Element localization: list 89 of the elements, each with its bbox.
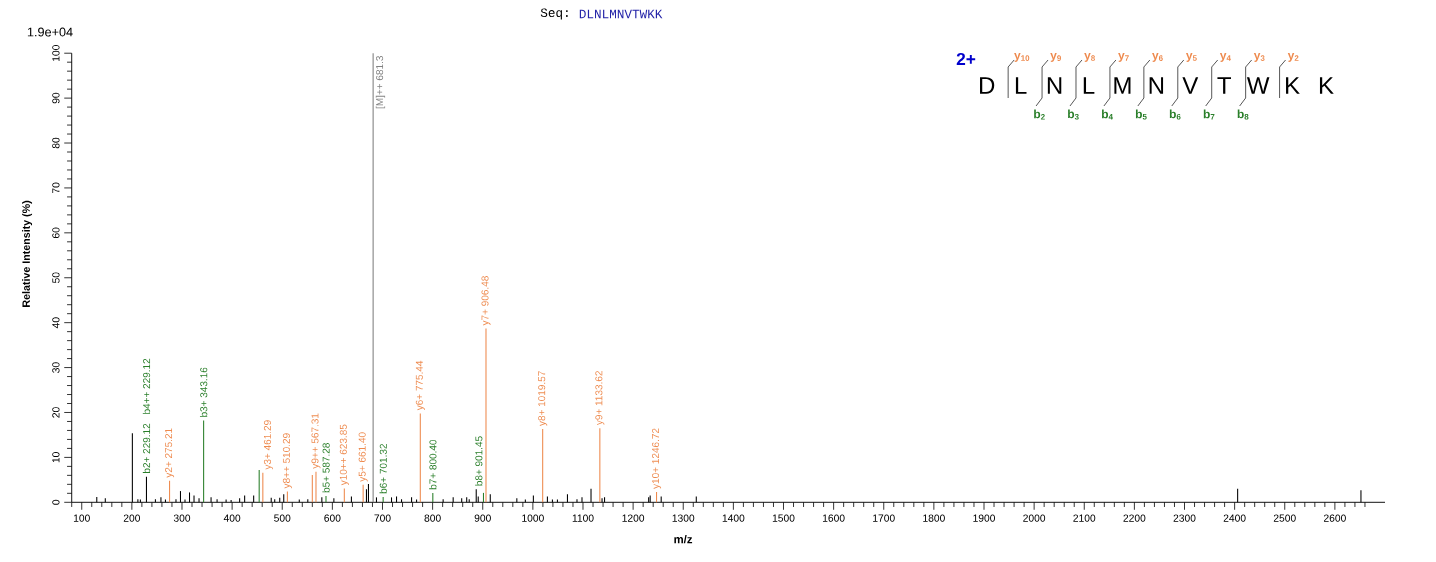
annotation: b2+ 229.12: [142, 423, 151, 473]
annotation: y2+ 275.21: [165, 428, 175, 478]
x-tick-label: 1000: [522, 514, 544, 522]
annotation: b8+ 901.45: [475, 436, 483, 486]
annotation: b$_{5}$: [1135, 109, 1147, 120]
y-tick-label: 70: [52, 182, 60, 194]
y-tick-label: 20: [52, 407, 60, 418]
annotation: W: [1246, 77, 1270, 94]
annotation: y$_{3}$: [1253, 53, 1265, 62]
annotation: y$_{8}$: [1084, 53, 1095, 62]
x-tick-label: 300: [173, 514, 191, 522]
x-tick-label: 1500: [772, 514, 795, 522]
annotation: D: [980, 77, 995, 94]
annotation: M: [1114, 77, 1131, 94]
chart-subtitle: DLNLMNVTWKK: [579, 9, 663, 19]
annotation: N: [1149, 77, 1164, 94]
x-tick-label: 1600: [822, 514, 845, 522]
annotation: y$_{6}$: [1152, 53, 1163, 62]
x-axis-title: m/z: [674, 534, 693, 544]
annotation: b$_{4}$: [1102, 109, 1113, 120]
x-tick-label: 1900: [973, 514, 996, 522]
x-tick-label: 1100: [572, 514, 594, 522]
y-tick-label: 90: [52, 92, 60, 104]
x-tick-label: 100: [73, 514, 90, 522]
x-tick-label: 700: [374, 514, 391, 522]
y-tick-label: 40: [52, 317, 60, 329]
x-tick-label: 800: [424, 514, 441, 522]
annotation: y6+ 775.44: [415, 360, 425, 411]
text: 1.9e+04: [27, 27, 73, 37]
chart-title: Seq:: [540, 8, 568, 20]
y-tick-label: 0: [52, 499, 60, 505]
annotation: b5+ 587.28: [322, 443, 330, 493]
annotation: 2+: [956, 52, 976, 66]
annotation: L: [1015, 77, 1027, 94]
annotation: y8+ 1019.57: [538, 371, 548, 427]
x-tick-label: 1800: [923, 514, 945, 522]
annotation: b4++ 229.12: [142, 358, 151, 414]
y-tick-label: 60: [52, 227, 60, 239]
annotation: y9+ 1133.62: [595, 371, 605, 426]
annotation: b6+ 701.32: [379, 444, 387, 494]
y-axis-title: Relative Intensity (%): [22, 200, 33, 307]
y-tick-label: 100: [52, 45, 60, 61]
x-tick-label: 2200: [1123, 514, 1146, 522]
annotation: b$_{3}$: [1068, 109, 1079, 120]
x-tick-label: 1300: [672, 514, 695, 522]
annotation: b7+ 800.40: [429, 439, 437, 490]
annotation: L: [1083, 77, 1095, 94]
annotation: V: [1182, 77, 1199, 94]
annotation: y$_{10}$: [1014, 53, 1030, 62]
y-tick-label: 50: [52, 272, 60, 284]
annotation: y5+ 661.40: [358, 432, 368, 482]
annotation: b$_{8}$: [1237, 109, 1249, 120]
x-tick-label: 2000: [1023, 514, 1046, 522]
y-tick-label: 10: [52, 452, 60, 463]
annotation: y10+ 1246.72: [652, 428, 662, 489]
x-tick-label: 2600: [1323, 514, 1346, 522]
x-tick-label: 500: [274, 514, 291, 522]
annotation: y$_{7}$: [1118, 53, 1129, 62]
annotation: y7+ 906.48: [481, 276, 491, 326]
x-tick-label: 2500: [1273, 514, 1296, 522]
annotation: y$_{2}$: [1287, 53, 1299, 62]
x-tick-label: 900: [474, 514, 491, 522]
annotation: [M]++ 681.3: [375, 56, 386, 109]
x-tick-label: 400: [223, 514, 241, 522]
annotation: y$_{9}$: [1050, 53, 1061, 62]
annotation: T: [1217, 77, 1232, 94]
annotation: y$_{5}$: [1185, 53, 1197, 62]
x-tick-label: 2300: [1173, 514, 1196, 522]
annotation: b$_{7}$: [1203, 109, 1215, 120]
x-tick-label: 1400: [722, 514, 745, 522]
y-tick-label: 30: [52, 362, 60, 373]
annotation: K: [1319, 77, 1334, 94]
x-tick-label: 200: [123, 514, 141, 522]
x-tick-label: 2400: [1223, 514, 1246, 522]
annotation: b$_{2}$: [1034, 109, 1045, 120]
annotation: N: [1047, 77, 1062, 94]
x-tick-label: 600: [324, 514, 341, 522]
annotation: b$_{6}$: [1169, 109, 1181, 120]
annotation: K: [1286, 77, 1300, 94]
annotation: y8++ 510.29: [282, 433, 292, 489]
y-tick-label: 80: [52, 137, 60, 149]
annotation: b3+ 343.16: [199, 367, 208, 417]
x-tick-label: 1700: [873, 514, 895, 522]
x-tick-label: 2100: [1073, 514, 1096, 522]
annotation: y10++ 623.85: [339, 424, 349, 486]
annotation: y3+ 461.29: [263, 420, 273, 470]
x-tick-label: 1200: [622, 514, 645, 522]
annotation: y9++ 567.31: [311, 413, 321, 469]
annotation: y$_{4}$: [1219, 53, 1231, 62]
